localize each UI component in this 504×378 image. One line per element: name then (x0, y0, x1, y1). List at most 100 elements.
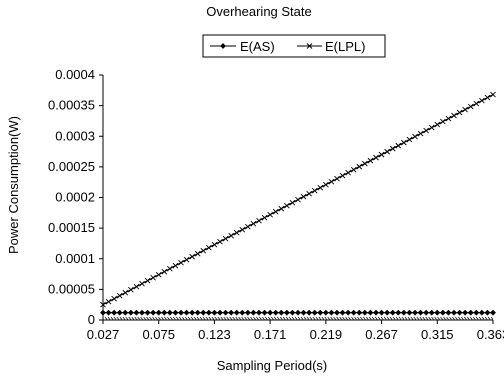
data-point (150, 274, 156, 281)
baseline-hatch (461, 316, 464, 320)
data-point (194, 250, 201, 257)
baseline-hatch (119, 316, 123, 320)
series-e-as (100, 309, 496, 316)
baseline-hatch (368, 316, 372, 320)
baseline-hatch (440, 316, 443, 320)
x-tick-label: 0.267 (365, 327, 398, 342)
y-axis-title: Power Consumption(W) (6, 116, 21, 254)
x-tick-label: 0.171 (254, 327, 287, 342)
baseline-hatch (431, 316, 434, 320)
data-point (428, 124, 435, 131)
data-point (133, 309, 140, 316)
data-point (356, 309, 363, 316)
data-point (250, 309, 257, 316)
baseline-hatch (214, 316, 218, 320)
data-point (456, 309, 463, 316)
baseline-hatch (330, 316, 333, 320)
baseline-hatch (416, 316, 420, 320)
data-point (356, 163, 363, 170)
baseline-hatch (149, 316, 152, 320)
data-point (439, 309, 446, 316)
data-point (378, 309, 385, 316)
data-point (228, 309, 235, 316)
data-point (245, 223, 251, 230)
data-point (350, 166, 357, 173)
data-point (451, 112, 457, 119)
x-tick-label: 0.075 (142, 327, 175, 342)
data-point (211, 309, 218, 316)
data-point (222, 235, 229, 242)
baseline-hatch (354, 316, 357, 320)
data-point (183, 309, 190, 316)
baseline-hatch (208, 316, 212, 320)
baseline-hatch (297, 316, 301, 320)
baseline-hatch (110, 316, 114, 320)
data-point (323, 181, 329, 188)
baseline-hatch (137, 316, 140, 320)
baseline-hatch (241, 316, 244, 320)
baseline-hatch (315, 316, 319, 320)
data-point (406, 309, 413, 316)
data-point (122, 289, 129, 296)
baseline-hatch (271, 316, 274, 320)
baseline-hatch (220, 316, 224, 320)
data-point (189, 309, 196, 316)
data-point (401, 139, 407, 146)
data-point (362, 160, 368, 167)
baseline-hatch (389, 316, 393, 320)
baseline-hatch (377, 316, 381, 320)
data-point (334, 309, 340, 316)
baseline-hatch (437, 316, 440, 320)
data-point (440, 118, 446, 125)
data-point (172, 309, 179, 316)
baseline-hatch (134, 316, 137, 320)
baseline-hatch (327, 316, 330, 320)
baseline-hatch (371, 316, 375, 320)
baseline-hatch (282, 316, 286, 320)
baseline-hatch (363, 316, 366, 320)
data-point (412, 133, 418, 140)
series-e-lpl (100, 91, 496, 308)
y-tick-label: 0.0001 (55, 251, 95, 266)
data-point (373, 309, 379, 316)
baseline-hatch (199, 316, 203, 320)
data-point (211, 241, 218, 248)
baseline-hatch (401, 316, 405, 320)
data-point (389, 309, 396, 316)
data-point (217, 309, 223, 316)
data-point (395, 309, 402, 316)
legend-label: E(LPL) (325, 39, 365, 54)
data-point (434, 121, 441, 128)
data-point (417, 130, 424, 137)
baseline-hatch (247, 316, 250, 320)
data-point (267, 211, 273, 218)
data-point (239, 226, 246, 233)
data-point (200, 309, 207, 316)
data-point (172, 262, 179, 269)
data-point (256, 309, 262, 316)
data-point (456, 109, 463, 116)
data-point (289, 199, 296, 206)
data-point (256, 217, 262, 224)
y-tick-label: 0 (88, 312, 95, 327)
data-point (462, 106, 468, 113)
data-point (166, 309, 173, 316)
baseline-hatch (374, 316, 378, 320)
data-point (373, 154, 379, 161)
data-point (116, 309, 123, 316)
data-point (412, 309, 418, 316)
data-point (139, 309, 145, 316)
baseline-hatch (443, 316, 446, 320)
baseline-hatch (170, 316, 173, 320)
baseline-hatch (300, 316, 304, 320)
baseline-hatch (113, 316, 117, 320)
data-point (384, 148, 390, 155)
data-point (350, 309, 357, 316)
baseline-hatch (268, 316, 271, 320)
data-point (451, 309, 457, 316)
data-point (167, 265, 173, 272)
data-point (361, 309, 368, 316)
baseline-hatch (265, 316, 268, 320)
baseline-hatch (312, 316, 316, 320)
baseline-hatch (205, 316, 209, 320)
